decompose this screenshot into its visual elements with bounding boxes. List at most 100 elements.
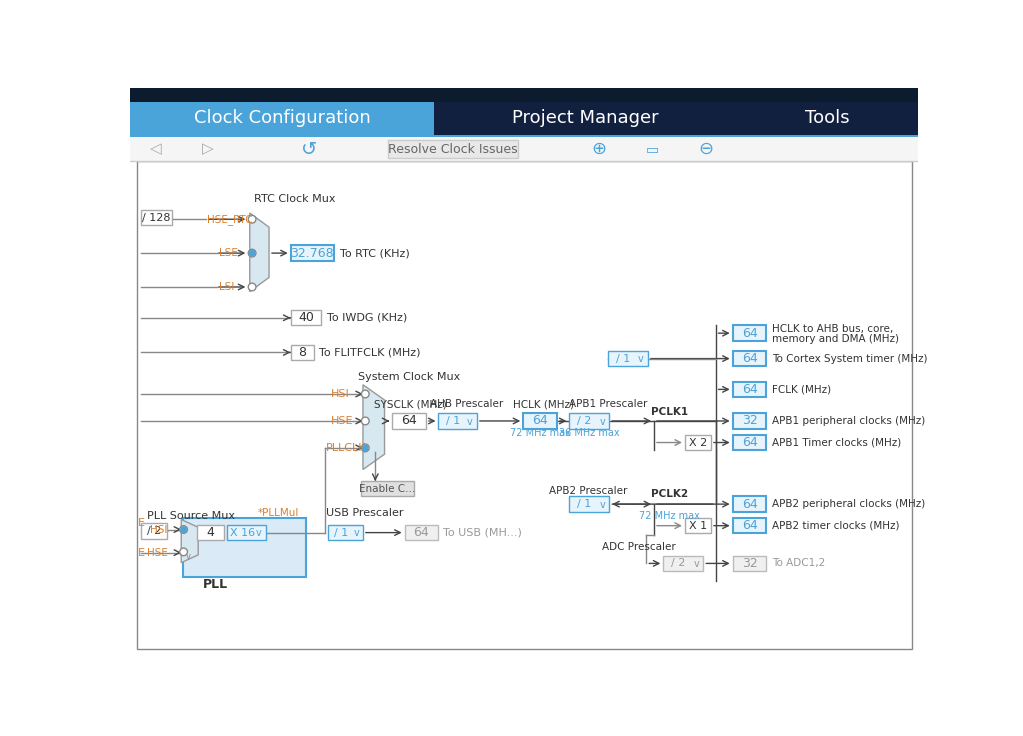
Bar xyxy=(196,525,224,540)
Bar xyxy=(663,556,703,571)
Bar xyxy=(570,496,610,512)
Text: ▭: ▭ xyxy=(646,142,659,156)
Text: ▷: ▷ xyxy=(202,141,214,157)
Circle shape xyxy=(249,216,256,223)
Circle shape xyxy=(361,444,369,452)
Text: 64: 64 xyxy=(413,526,430,539)
Text: ◁: ◁ xyxy=(150,141,162,157)
Text: PLLCLK: PLLCLK xyxy=(326,443,366,453)
Text: X 1: X 1 xyxy=(688,520,707,531)
Text: HSI: HSI xyxy=(330,389,350,399)
Text: / 2: / 2 xyxy=(147,526,162,536)
Circle shape xyxy=(361,390,369,398)
Bar xyxy=(737,102,919,135)
Text: RTC Clock Mux: RTC Clock Mux xyxy=(254,194,336,204)
Bar xyxy=(183,518,306,576)
Bar xyxy=(608,351,648,367)
Text: APB1 peripheral clocks (MHz): APB1 peripheral clocks (MHz) xyxy=(771,416,925,426)
Text: 64: 64 xyxy=(742,327,757,340)
Text: E: E xyxy=(138,518,145,528)
Text: Resolve Clock Issues: Resolve Clock Issues xyxy=(389,143,518,155)
Bar xyxy=(291,344,314,360)
Text: Tools: Tools xyxy=(805,110,850,127)
Text: 64: 64 xyxy=(742,436,757,449)
Bar xyxy=(291,245,333,261)
Text: System Clock Mux: System Clock Mux xyxy=(358,372,460,382)
Text: / 1: / 1 xyxy=(577,499,591,509)
Text: 32: 32 xyxy=(742,414,757,428)
Text: memory and DMA (MHz): memory and DMA (MHz) xyxy=(771,334,899,344)
Bar xyxy=(732,351,766,367)
Bar xyxy=(732,556,766,571)
Circle shape xyxy=(181,527,186,532)
Text: HSE: HSE xyxy=(330,416,353,426)
Text: 64: 64 xyxy=(742,352,757,365)
Text: ↺: ↺ xyxy=(301,140,317,159)
Bar xyxy=(439,413,477,428)
Text: X 16: X 16 xyxy=(229,528,255,537)
Bar xyxy=(434,102,737,135)
Bar xyxy=(131,102,434,135)
Text: USB Prescaler: USB Prescaler xyxy=(326,509,403,518)
Text: PCLK2: PCLK2 xyxy=(651,489,688,499)
Bar xyxy=(732,413,766,428)
Bar xyxy=(684,518,711,534)
Text: HCLK (MHz): HCLK (MHz) xyxy=(513,399,574,409)
Bar xyxy=(570,413,610,428)
Bar xyxy=(523,413,557,428)
Bar xyxy=(131,88,919,102)
Text: 32: 32 xyxy=(742,557,757,570)
Text: v: v xyxy=(468,417,473,427)
Text: HSI: HSI xyxy=(150,525,168,534)
Bar xyxy=(732,325,766,341)
Text: LSI: LSI xyxy=(219,282,234,292)
Text: SYSCLK (MHz): SYSCLK (MHz) xyxy=(373,399,446,409)
Text: v: v xyxy=(354,528,359,538)
Text: E: E xyxy=(138,548,145,558)
Bar xyxy=(732,435,766,450)
Circle shape xyxy=(249,283,256,291)
Bar xyxy=(392,413,427,428)
Text: / 1: / 1 xyxy=(446,416,460,426)
Text: ⊕: ⊕ xyxy=(591,140,607,158)
Text: LSE: LSE xyxy=(219,248,238,258)
Polygon shape xyxy=(363,385,385,470)
Circle shape xyxy=(250,250,255,256)
Text: 32.768: 32.768 xyxy=(291,247,333,260)
Text: / 1: / 1 xyxy=(333,528,348,537)
Text: ⊖: ⊖ xyxy=(699,140,714,158)
Text: 64: 64 xyxy=(532,414,548,428)
Text: APB2 timer clocks (MHz): APB2 timer clocks (MHz) xyxy=(771,520,899,531)
Text: / 1: / 1 xyxy=(616,353,630,364)
Text: / 2: / 2 xyxy=(671,559,685,568)
Text: / 128: / 128 xyxy=(142,213,171,223)
Text: 64: 64 xyxy=(742,383,757,396)
Text: FCLK (MHz): FCLK (MHz) xyxy=(771,384,831,394)
Text: AHB Prescaler: AHB Prescaler xyxy=(431,399,503,409)
Bar xyxy=(327,525,363,540)
Text: 72 MHz max: 72 MHz max xyxy=(509,428,571,438)
Text: 8: 8 xyxy=(298,346,306,359)
Bar xyxy=(291,310,321,325)
Text: 64: 64 xyxy=(742,498,757,511)
Text: To ADC1,2: To ADC1,2 xyxy=(771,559,826,568)
Bar xyxy=(361,481,413,496)
Text: 4: 4 xyxy=(207,526,215,539)
Bar xyxy=(141,210,172,225)
Circle shape xyxy=(361,417,369,425)
Text: PLL Source Mux: PLL Source Mux xyxy=(147,511,235,520)
Text: v: v xyxy=(599,417,605,427)
Text: 36 MHz max: 36 MHz max xyxy=(559,428,620,438)
Text: PLL: PLL xyxy=(203,578,228,591)
Bar xyxy=(732,496,766,512)
Polygon shape xyxy=(181,520,198,562)
Circle shape xyxy=(180,548,187,556)
Text: 64: 64 xyxy=(401,414,417,428)
Text: HCLK to AHB bus, core,: HCLK to AHB bus, core, xyxy=(771,325,893,334)
Text: X 2: X 2 xyxy=(688,437,707,447)
Text: Project Manager: Project Manager xyxy=(513,110,659,127)
Circle shape xyxy=(362,445,368,450)
Text: v: v xyxy=(256,528,262,538)
Text: APB2 Prescaler: APB2 Prescaler xyxy=(549,486,628,496)
Bar xyxy=(389,140,518,158)
